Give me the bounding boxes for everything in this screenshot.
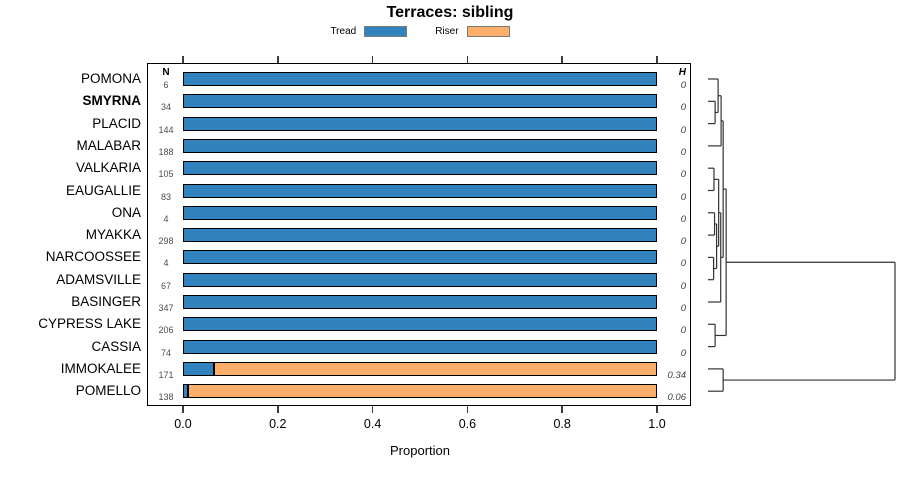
legend-swatch-tread — [364, 26, 408, 37]
bar-tread-segment — [183, 72, 657, 86]
h-value: 0 — [680, 258, 686, 270]
row-label: ADAMSVILLE — [56, 271, 141, 287]
x-axis-tick-top — [371, 56, 374, 63]
n-value: 206 — [158, 325, 174, 336]
x-axis-tick-bottom — [277, 406, 279, 413]
bar-tread-segment — [183, 361, 214, 376]
legend-label-riser: Riser — [435, 26, 459, 37]
h-value: 0 — [680, 280, 686, 292]
bar-tread-segment — [183, 116, 657, 131]
bar-tread-segment — [183, 339, 657, 354]
x-axis-tick-top — [656, 56, 658, 63]
x-axis-tick-bottom — [561, 406, 563, 413]
x-axis-tick-label: 0.0 — [174, 417, 192, 431]
x-axis-tick-label: 0.2 — [269, 417, 287, 431]
bar-tread-segment — [183, 138, 657, 153]
bar-tread-segment — [183, 317, 657, 332]
row-label: POMONA — [80, 71, 141, 86]
row-label: SMYRNA — [82, 93, 141, 109]
n-value: 144 — [158, 124, 174, 135]
x-axis-tick-top — [182, 56, 184, 63]
row-label: CYPRESS LAKE — [38, 316, 141, 332]
legend-item-tread: Tread — [330, 26, 408, 37]
bar-tread-segment — [183, 250, 657, 265]
h-value: 0 — [680, 124, 686, 136]
row-label: VALKARIA — [75, 160, 141, 176]
x-axis-tick-top — [277, 56, 279, 63]
bar-tread-segment — [183, 228, 657, 243]
row-label: BASINGER — [71, 294, 141, 309]
bar-riser-segment — [213, 361, 657, 376]
row-label: POMELLO — [75, 383, 141, 399]
h-value: 0 — [680, 213, 686, 225]
n-value: 138 — [158, 392, 174, 403]
legend: Tread Riser — [0, 26, 840, 37]
bar-riser-segment — [187, 384, 657, 399]
h-value: 0 — [680, 146, 686, 158]
h-value: 0 — [680, 80, 686, 91]
x-axis-label: Proportion — [390, 443, 450, 458]
n-value: 4 — [163, 213, 169, 224]
n-column-header: N — [162, 67, 170, 78]
h-value: 0.06 — [667, 392, 687, 404]
row-label: MALABAR — [76, 137, 141, 153]
x-axis-tick-label: 0.6 — [458, 417, 477, 431]
legend-swatch-riser — [466, 26, 510, 37]
h-column-header: H — [678, 67, 686, 78]
n-value: 34 — [160, 102, 171, 113]
h-value: 0 — [680, 303, 686, 314]
row-label: NARCOOSSEE — [45, 249, 141, 265]
bar-tread-segment — [183, 94, 657, 109]
h-value: 0 — [680, 236, 686, 248]
n-value: 74 — [160, 347, 171, 358]
n-value: 4 — [163, 258, 169, 269]
chart-title: Terraces: sibling — [386, 4, 514, 21]
x-axis-tick-label: 0.4 — [363, 417, 382, 431]
x-axis-tick-bottom — [656, 406, 658, 413]
row-label: MYAKKA — [85, 227, 141, 243]
bar-tread-segment — [183, 272, 657, 287]
bar-tread-segment — [183, 183, 657, 198]
n-value: 347 — [158, 303, 174, 313]
n-value: 67 — [160, 280, 171, 291]
x-axis-tick-label: 0.8 — [553, 417, 571, 431]
n-value: 188 — [158, 146, 174, 157]
x-axis-tick-label: 1.0 — [648, 417, 666, 431]
h-value: 0 — [680, 347, 686, 359]
h-value: 0 — [680, 102, 686, 114]
x-axis-tick-bottom — [371, 406, 374, 413]
n-value: 298 — [158, 236, 174, 247]
x-axis-tick-top — [561, 56, 563, 63]
row-label: CASSIA — [91, 338, 141, 354]
n-value: 6 — [163, 80, 169, 90]
n-value: 105 — [158, 169, 174, 180]
h-value: 0.34 — [667, 369, 687, 381]
n-value: 171 — [158, 369, 174, 380]
x-axis-tick-bottom — [182, 406, 184, 413]
row-label: IMMOKALEE — [60, 360, 141, 376]
n-value: 83 — [160, 191, 171, 202]
bar-tread-segment — [183, 384, 188, 399]
bar-tread-segment — [183, 161, 657, 176]
h-value: 0 — [680, 191, 686, 203]
x-axis-tick-bottom — [466, 406, 469, 413]
x-axis-tick-top — [466, 56, 469, 63]
row-label: PLACID — [92, 115, 141, 131]
bar-tread-segment — [183, 295, 657, 309]
row-label: EAUGALLIE — [65, 182, 141, 198]
h-value: 0 — [680, 325, 686, 337]
legend-item-riser: Riser — [435, 26, 510, 37]
bar-tread-segment — [183, 205, 657, 220]
row-label: ONA — [111, 204, 141, 220]
legend-label-tread: Tread — [330, 26, 357, 37]
h-value: 0 — [680, 169, 686, 181]
